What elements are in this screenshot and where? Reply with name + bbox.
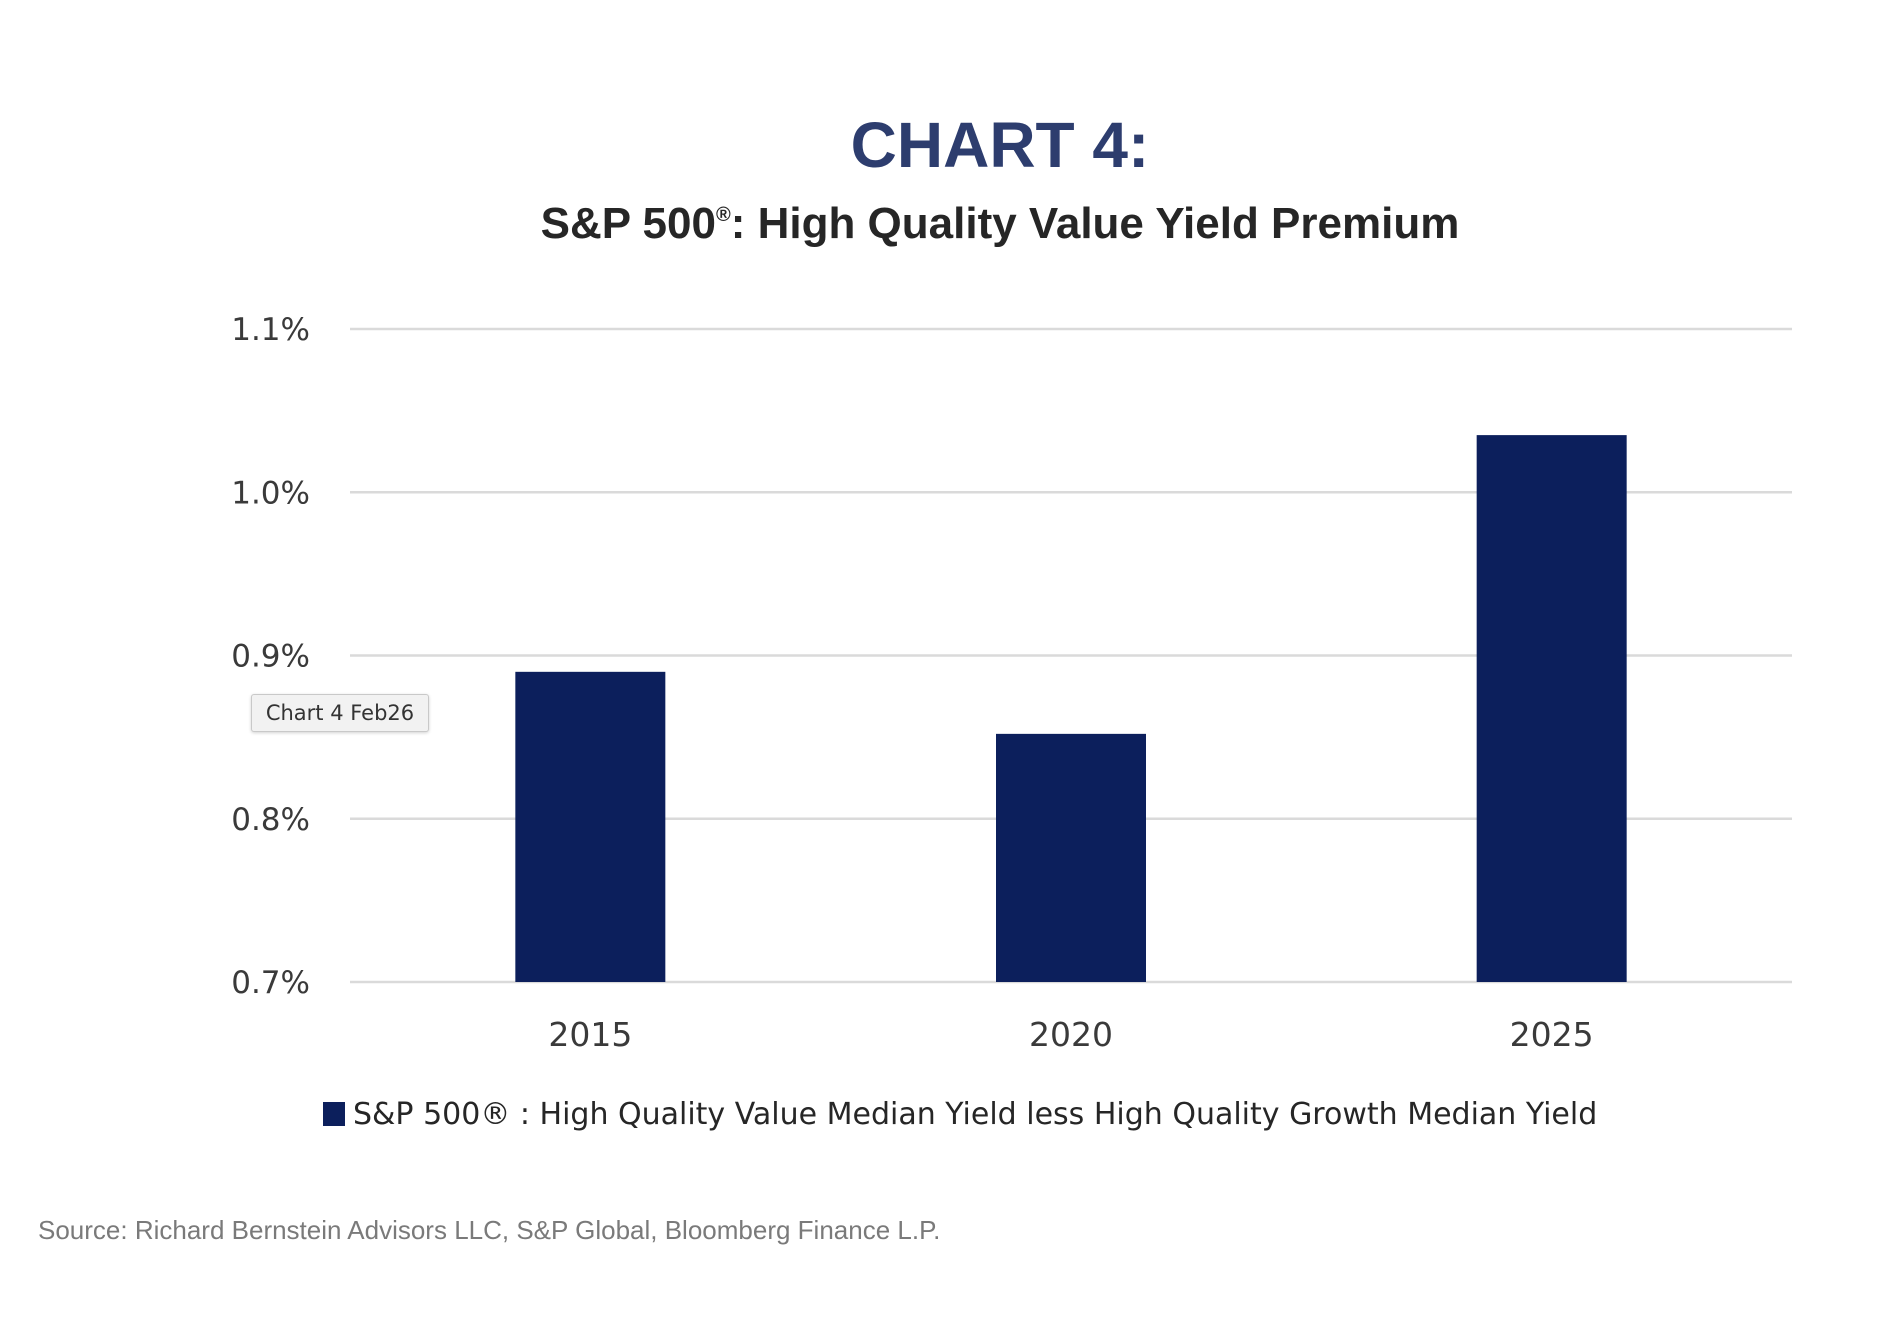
bar-2020 <box>996 733 1146 982</box>
legend-label: S&P 500® : High Quality Value Median Yie… <box>353 1097 1597 1132</box>
y-tick-label: 0.8% <box>231 802 310 838</box>
bars <box>515 435 1627 982</box>
x-tick-label: 2025 <box>1510 1015 1594 1054</box>
x-axis-ticks: 2015 2020 2025 <box>548 1015 1593 1054</box>
subtitle-main: S&P 500 <box>541 199 716 248</box>
y-tick-label: 1.0% <box>231 475 310 511</box>
source-note: Source: Richard Bernstein Advisors LLC, … <box>38 1215 940 1245</box>
tooltip: Chart 4 Feb26 <box>251 694 429 732</box>
bar-2025 <box>1476 435 1627 982</box>
legend: S&P 500® : High Quality Value Median Yie… <box>323 1097 1597 1132</box>
x-tick-label: 2020 <box>1029 1015 1113 1054</box>
subtitle-registered-mark: ® <box>716 204 731 226</box>
y-axis-ticks: 0.7% 0.8% 0.9% 1.0% 1.1% <box>231 312 310 1001</box>
bar-2015 <box>515 671 666 982</box>
chart-subtitle: S&P 500®: High Quality Value Yield Premi… <box>541 199 1460 248</box>
y-tick-label: 1.1% <box>231 312 310 348</box>
x-tick-label: 2015 <box>548 1015 632 1054</box>
legend-swatch <box>323 1102 345 1126</box>
chart-title: CHART 4: <box>851 109 1150 181</box>
y-tick-label: 0.9% <box>231 639 310 675</box>
subtitle-rest: : High Quality Value Yield Premium <box>731 199 1460 248</box>
y-tick-label: 0.7% <box>231 965 310 1001</box>
